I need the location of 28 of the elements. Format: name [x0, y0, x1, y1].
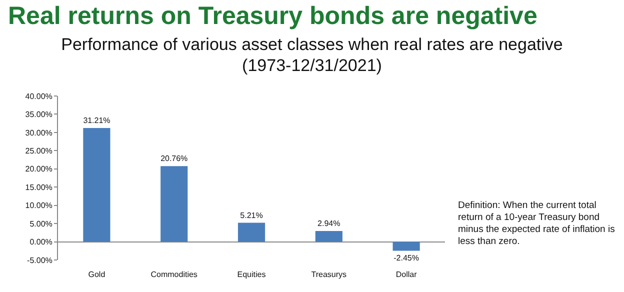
y-tick-label: 35.00%: [25, 110, 52, 120]
y-tick-label: 0.00%: [30, 238, 52, 247]
x-tick-label: Gold: [88, 270, 106, 279]
chart-title: Real returns on Treasury bonds are negative: [8, 2, 538, 31]
y-tick-label: 15.00%: [25, 182, 52, 192]
x-tick-label: Dollar: [396, 270, 418, 279]
data-label: 31.21%: [83, 116, 110, 126]
data-label: 2.94%: [318, 219, 340, 228]
y-tick-label: 5.00%: [30, 219, 52, 228]
bar: [238, 222, 266, 242]
data-label: 20.76%: [160, 154, 188, 164]
y-tick-label: -5.00%: [27, 256, 52, 265]
bar: [83, 128, 110, 242]
text: Definition: When the current total return of a 10-year Treasury bond minus the expected rate of inflation is less than zero.: [458, 200, 616, 248]
data-label: -2.45%: [394, 254, 419, 263]
data-label: 5.21%: [240, 210, 263, 220]
bar: [392, 242, 420, 251]
bar: [160, 166, 188, 242]
chart-subtitle: Performance of various asset classes when real rates are negative (1973-12/31/2021): [60, 34, 564, 76]
bar: [315, 231, 342, 242]
x-tick-label: Treasurys: [311, 270, 347, 279]
y-tick-label: 30.00%: [25, 128, 52, 138]
y-tick-label: 40.00%: [25, 92, 52, 101]
y-tick-label: 20.00%: [25, 164, 52, 174]
y-tick-label: 25.00%: [25, 146, 52, 156]
x-tick-label: Commodities: [150, 270, 198, 279]
x-tick-label: Equities: [237, 270, 266, 279]
y-tick-label: 10.00%: [25, 201, 52, 210]
